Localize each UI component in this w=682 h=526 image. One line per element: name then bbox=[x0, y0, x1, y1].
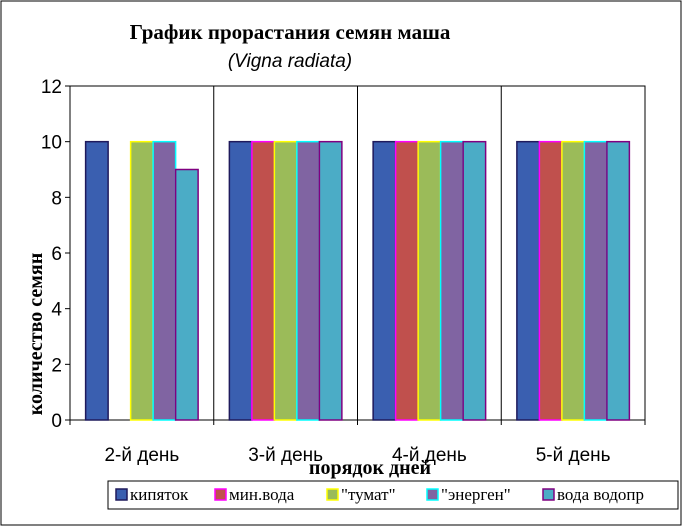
legend-swatch bbox=[214, 488, 227, 501]
bar bbox=[606, 140, 631, 421]
bar bbox=[296, 140, 321, 421]
legend-swatch bbox=[115, 488, 128, 501]
bar bbox=[394, 140, 419, 421]
bar bbox=[462, 140, 487, 421]
legend-swatch bbox=[326, 488, 339, 501]
bar bbox=[439, 140, 464, 421]
bar bbox=[538, 140, 563, 421]
legend-label: "тумат" bbox=[341, 485, 396, 504]
y-tick-label: 12 bbox=[41, 77, 62, 98]
chart-title: График прорастания семян маша bbox=[130, 20, 451, 44]
bar bbox=[174, 168, 199, 421]
bar bbox=[129, 140, 154, 421]
legend-label: "энерген" bbox=[441, 485, 511, 504]
y-tick-label: 4 bbox=[51, 300, 62, 321]
bar bbox=[583, 140, 608, 421]
y-axis-title: количество семян bbox=[25, 253, 47, 415]
legend-swatch bbox=[426, 488, 439, 501]
y-tick-label: 6 bbox=[51, 244, 62, 265]
y-tick-label: 10 bbox=[41, 133, 62, 154]
legend-label: вода водопр bbox=[557, 485, 644, 504]
legend-label: мин.вода bbox=[229, 485, 295, 504]
x-axis-title: порядок дней bbox=[309, 457, 431, 479]
y-tick-label: 2 bbox=[51, 355, 62, 376]
x-tick-label: 4-й день bbox=[392, 445, 467, 466]
bar bbox=[561, 140, 586, 421]
chart-subtitle: (Vigna radiata) bbox=[228, 51, 352, 72]
bar bbox=[417, 140, 442, 421]
legend-label: кипяток bbox=[130, 485, 189, 504]
x-tick-label: 3-й день bbox=[248, 445, 323, 466]
bar bbox=[318, 140, 343, 421]
bar bbox=[152, 140, 177, 421]
x-tick-label: 5-й день bbox=[536, 445, 611, 466]
bar bbox=[273, 140, 298, 421]
legend-swatch bbox=[542, 488, 555, 501]
bar bbox=[84, 140, 109, 421]
bar bbox=[228, 140, 253, 421]
plot-area: 0 2 4 6 8 10 12 2-й день 3-й день 4-й день 5-й ден… bbox=[41, 77, 646, 466]
legend-box bbox=[107, 480, 679, 510]
bar bbox=[251, 140, 276, 421]
legend: кипяток мин.вода "тумат" "энерген" вода водо… bbox=[107, 480, 679, 510]
bar bbox=[372, 140, 397, 421]
y-tick-label: 0 bbox=[51, 411, 62, 432]
bar bbox=[516, 140, 541, 421]
x-tick-label: 2-й день bbox=[104, 445, 179, 466]
y-tick-label: 8 bbox=[51, 188, 62, 209]
